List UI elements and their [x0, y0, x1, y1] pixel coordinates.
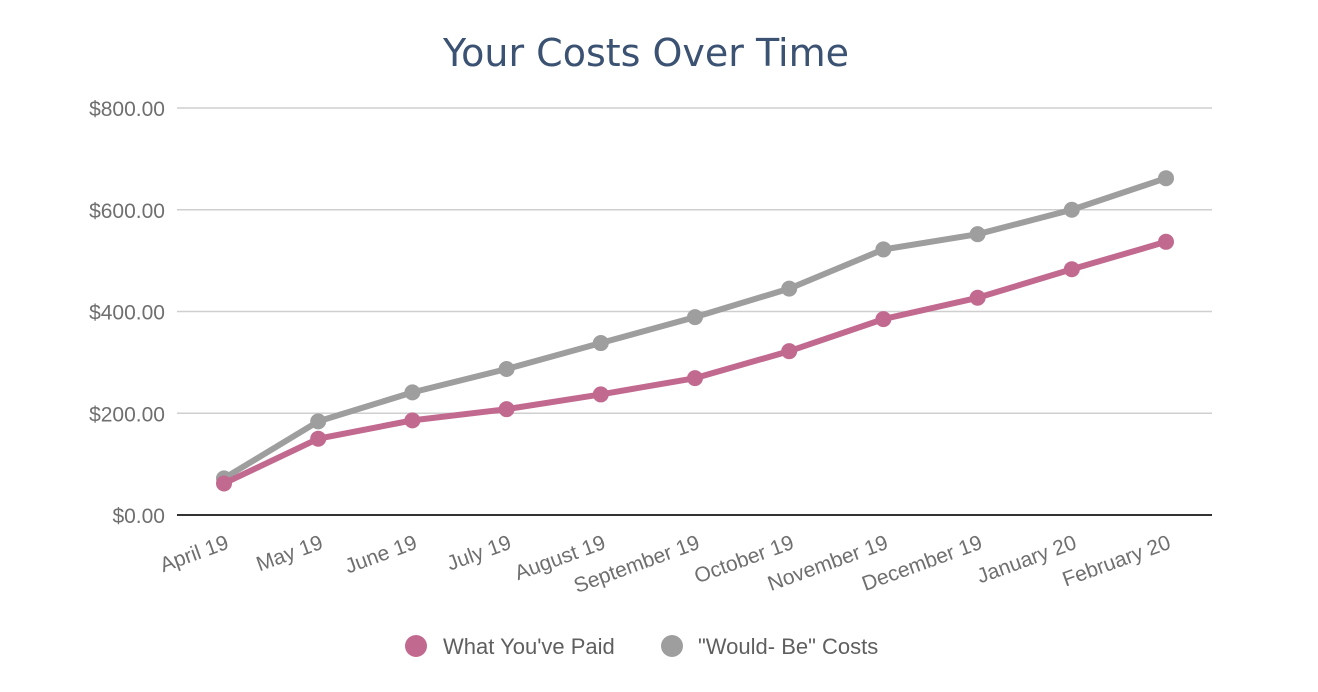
data-point [875, 311, 892, 328]
data-point [310, 430, 327, 447]
legend-label: "Would- Be" Costs [698, 634, 878, 659]
data-point [498, 401, 515, 418]
y-tick-label: $400.00 [89, 302, 165, 325]
gridlines [177, 107, 1212, 516]
x-tick-label: April 19 [157, 531, 232, 577]
data-point [1063, 261, 1080, 278]
chart-title: Your Costs Over Time [442, 31, 849, 75]
data-point [875, 241, 892, 258]
data-point [781, 343, 798, 360]
data-point [969, 289, 986, 306]
data-point [404, 384, 421, 401]
data-point [1158, 170, 1174, 187]
legend-marker [405, 635, 427, 657]
legend: What You've Paid "Would- Be" Costs [405, 634, 878, 659]
y-tick-label: $200.00 [89, 403, 165, 426]
x-tick-label: February 20 [1059, 531, 1173, 591]
data-point [687, 370, 703, 387]
data-point [498, 360, 515, 377]
legend-label: What You've Paid [443, 634, 615, 659]
y-tick-label: $0.00 [112, 505, 165, 528]
data-point [687, 309, 703, 326]
series-line [221, 238, 1169, 487]
data-point [310, 413, 327, 430]
y-tick-label: $600.00 [89, 200, 165, 223]
data-point [781, 280, 798, 297]
x-tick-label: May 19 [253, 531, 326, 576]
series-lines [216, 170, 1174, 492]
data-point [1063, 201, 1080, 218]
data-point [404, 412, 421, 429]
x-tick-label: July 19 [444, 531, 514, 575]
data-point [592, 335, 609, 352]
data-point [592, 386, 609, 403]
data-point [1158, 233, 1174, 250]
y-tick-label: $800.00 [89, 98, 165, 121]
legend-marker [661, 635, 683, 657]
x-tick-label: June 19 [342, 531, 420, 578]
series-0 [216, 233, 1174, 492]
data-point [969, 226, 986, 243]
series-line [221, 175, 1169, 482]
series-1 [216, 170, 1174, 487]
y-axis-tick-labels: $0.00 $200.00 $400.00 $600.00 $800.00 [89, 98, 165, 528]
data-point [216, 475, 232, 492]
